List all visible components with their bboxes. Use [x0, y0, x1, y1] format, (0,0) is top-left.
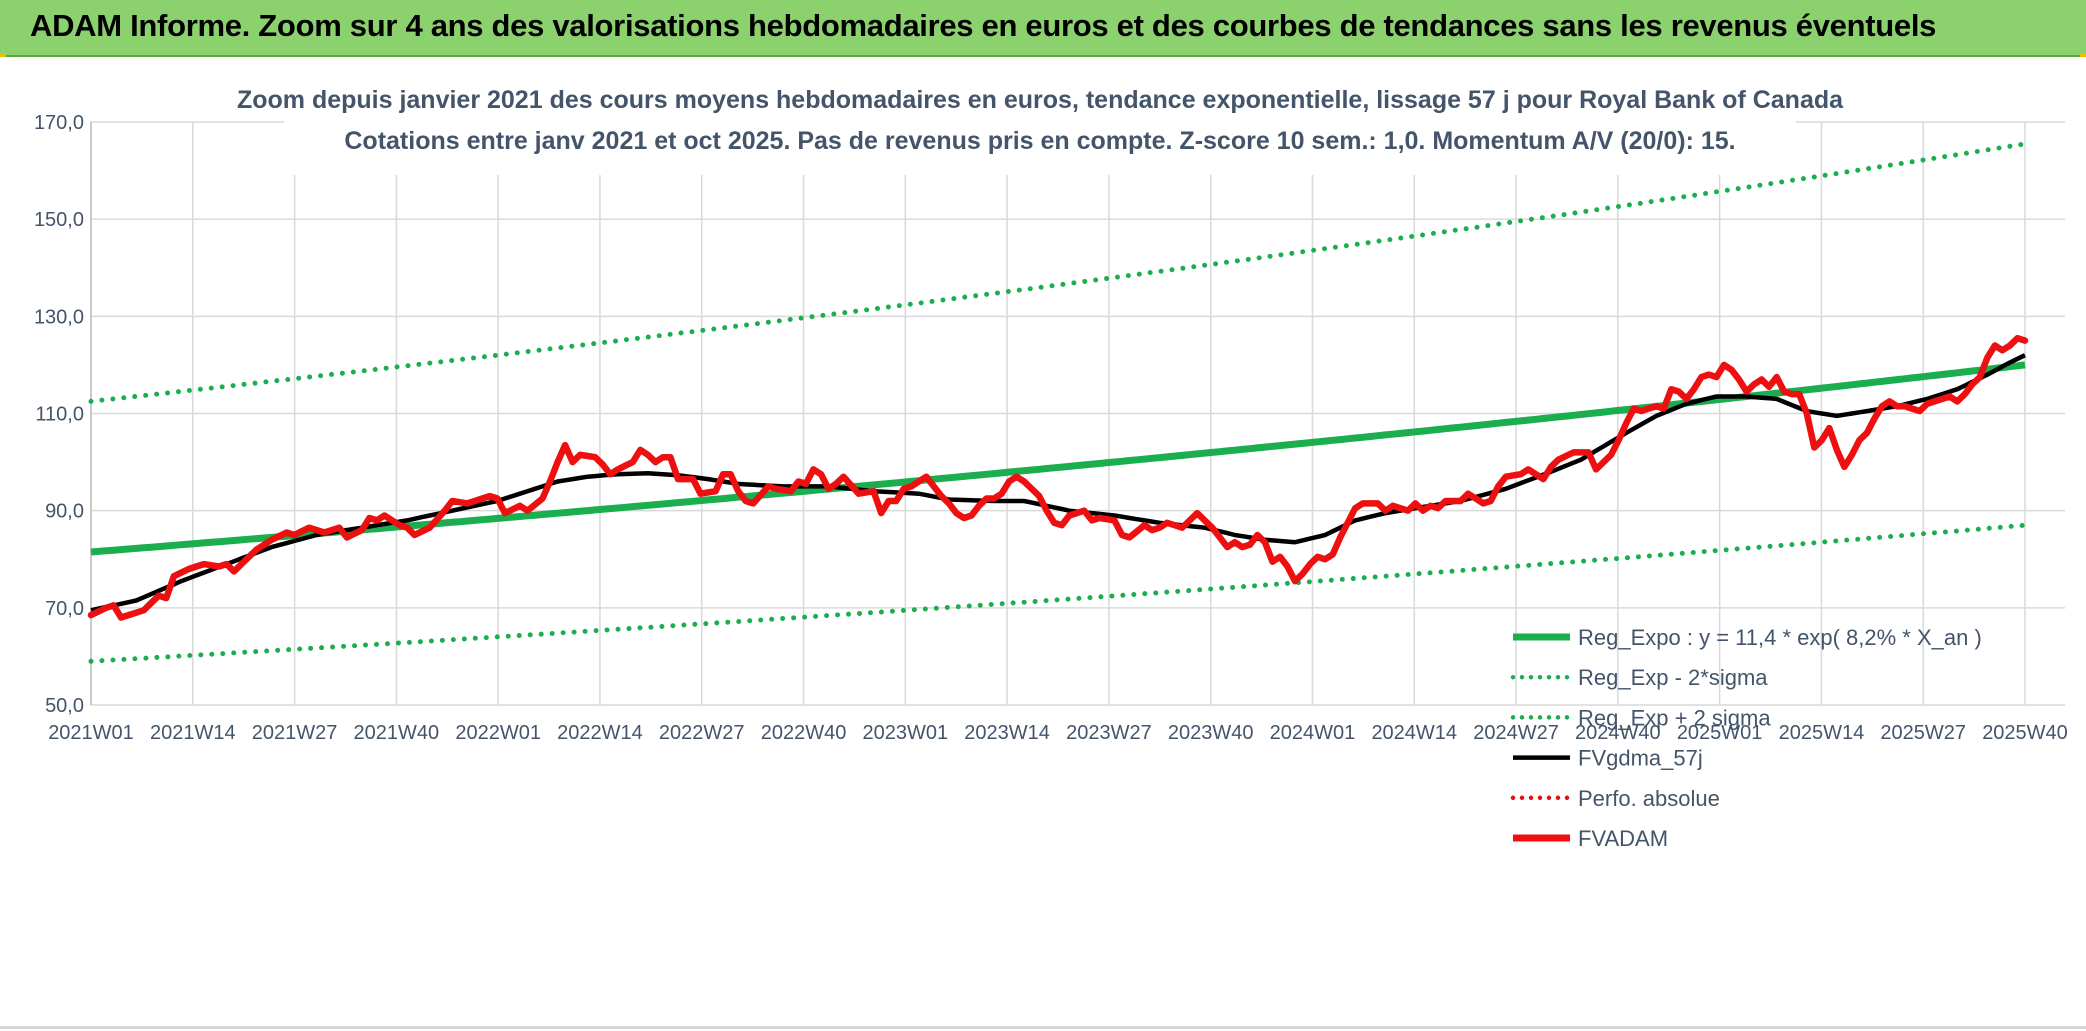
x-tick-label: 2023W27 [1066, 722, 1152, 744]
x-tick-label: 2023W14 [964, 722, 1050, 744]
y-tick-label: 110,0 [35, 404, 84, 426]
x-tick-label: 2023W40 [1168, 722, 1254, 744]
x-axis: 2021W01 2021W14 2021W27 2021W40 2022W01 2022W… [48, 722, 2068, 744]
chart-title-line2: Cotations entre janv 2021 et oct 2025. P… [344, 127, 1735, 155]
legend-label: Reg_Exp + 2 sigma [1578, 705, 1771, 730]
series-fvadam [87, 334, 2029, 621]
x-tick-label: 2021W01 [48, 722, 134, 744]
header-corner-left [0, 53, 6, 57]
series-fvgdma-57j [90, 353, 2026, 613]
x-tick-label: 2021W40 [354, 722, 440, 744]
x-tick-label: 2024W14 [1371, 722, 1457, 744]
report-title: ADAM Informe. Zoom sur 4 ans des valoris… [30, 8, 1937, 43]
legend-label: Perfo. absolue [1578, 786, 1720, 811]
chart-title-line1: Zoom depuis janvier 2021 des cours moyen… [237, 86, 1844, 114]
x-tick-label: 2022W27 [659, 722, 745, 744]
series-layer [87, 141, 2029, 664]
grid-layer [90, 121, 2065, 706]
x-tick-label: 2025W27 [1880, 722, 1966, 744]
y-tick-label: 90,0 [45, 501, 84, 523]
x-tick-label: 2025W01 [1677, 722, 1763, 744]
x-tick-label: 2024W01 [1270, 722, 1356, 744]
title-background [284, 81, 1796, 175]
series-reg-minus-2sigma [88, 522, 2028, 664]
x-tick-label: 2023W01 [863, 722, 949, 744]
header-corner-right [2080, 53, 2086, 57]
y-tick-label: 150,0 [34, 209, 84, 231]
y-axis: 50,0 70,0 90,0 110,0 130,0 150,0 170,0 [34, 112, 84, 717]
x-tick-label: 2022W01 [455, 722, 541, 744]
legend-label: Reg_Expo : y = 11,4 * exp( 8,2% * X_an ) [1578, 625, 1982, 650]
legend: Reg_Expo : y = 11,4 * exp( 8,2% * X_an )… [1510, 625, 1982, 851]
x-tick-label: 2021W27 [252, 722, 338, 744]
y-tick-label: 70,0 [45, 598, 84, 620]
legend-label: FVgdma_57j [1578, 746, 1703, 771]
x-tick-label: 2022W40 [761, 722, 847, 744]
y-tick-label: 130,0 [34, 306, 84, 328]
y-tick-label: 50,0 [45, 695, 84, 717]
y-tick-label: 170,0 [34, 112, 84, 134]
x-tick-label: 2025W40 [1982, 722, 2068, 744]
valuation-chart: Zoom depuis janvier 2021 des cours moyen… [34, 81, 2068, 851]
x-tick-label: 2025W14 [1779, 722, 1865, 744]
report-header: ADAM Informe. Zoom sur 4 ans des valoris… [0, 0, 2086, 57]
legend-label: FVADAM [1578, 826, 1668, 851]
legend-label: Reg_Exp - 2*sigma [1578, 665, 1768, 690]
x-tick-label: 2024W27 [1473, 722, 1559, 744]
series-reg-plus-2sigma [88, 141, 2028, 404]
x-tick-label: 2022W14 [557, 722, 643, 744]
bottom-rule [0, 1026, 2086, 1029]
x-tick-label: 2021W14 [150, 722, 236, 744]
x-tick-label: 2024W40 [1575, 722, 1661, 744]
